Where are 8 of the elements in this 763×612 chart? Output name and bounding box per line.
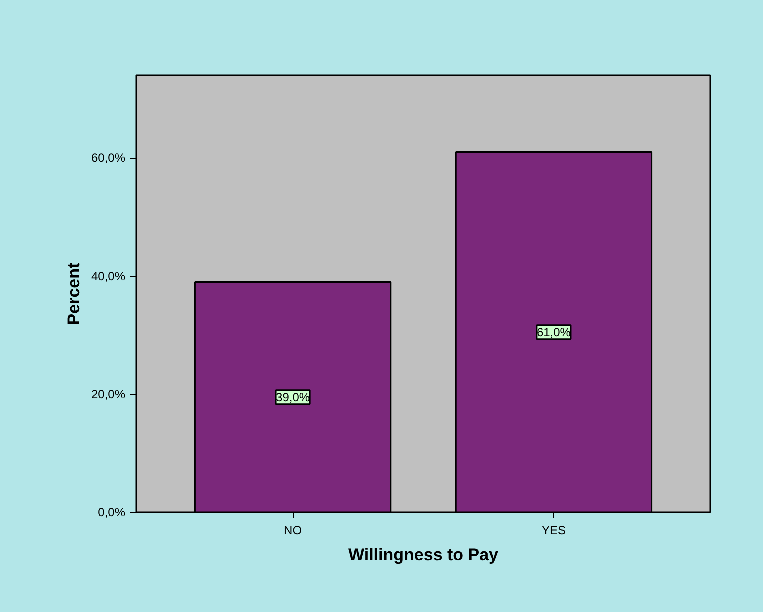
y-tick-label: 0,0%: [98, 506, 126, 520]
y-tick-label: 60,0%: [91, 151, 126, 166]
x-axis-title: Willingness to Pay: [348, 546, 500, 564]
y-axis-title: Percent: [64, 262, 84, 326]
x-tick-label: YES: [542, 524, 566, 538]
y-tick-label: 20,0%: [91, 387, 126, 402]
y-tick-label: 40,0%: [91, 269, 126, 284]
x-tick-label: NO: [284, 524, 302, 538]
